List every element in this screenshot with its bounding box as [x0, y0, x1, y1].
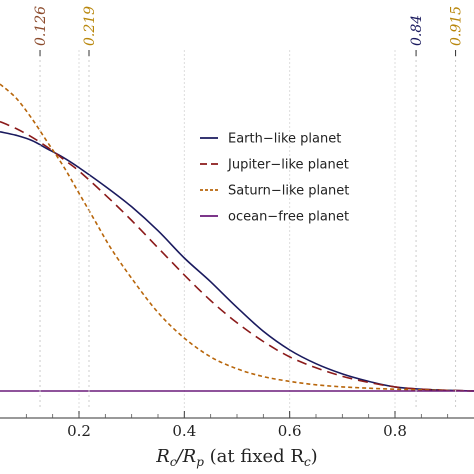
x-axis-label-r1: R — [155, 446, 170, 467]
legend-label-1: Jupiter−like planet — [227, 158, 349, 173]
top-marker-label: 0.84 — [409, 15, 425, 46]
series-layer — [0, 83, 474, 392]
x-tick-label: 0.4 — [172, 422, 196, 440]
series-line-2 — [0, 83, 474, 392]
top-marker-label: 0.126 — [33, 6, 49, 46]
x-tick-label: 0.8 — [383, 422, 407, 440]
x-tick-label: 0.6 — [278, 422, 302, 440]
series-line-1 — [0, 120, 474, 392]
x-tick-label: 0.2 — [67, 422, 91, 440]
top-marker-label: 0.219 — [82, 6, 98, 46]
x-axis-label-slash: /R — [175, 446, 197, 467]
x-axis-label-paren: (at fixed R — [204, 446, 304, 467]
legend: Earth−like planet Jupiter−like planet Satu… — [200, 132, 349, 225]
series-line-0 — [0, 131, 474, 392]
top-marker-label: 0.915 — [449, 6, 465, 46]
x-axis-label-close: ) — [311, 446, 318, 467]
legend-label-3: ocean−free planet — [228, 210, 349, 225]
x-axis-label-sub2: p — [196, 455, 204, 469]
axes: 0.2 0.4 0.6 0.8 — [0, 411, 474, 440]
legend-label-2: Saturn−like planet — [228, 184, 349, 199]
x-axis-label-sub1: c — [170, 455, 177, 469]
x-axis-label: Rc/Rp (at fixed Rc) — [155, 446, 317, 469]
x-axis-label-sub3: c — [304, 455, 311, 469]
legend-label-0: Earth−like planet — [228, 132, 341, 147]
grid — [78, 50, 396, 408]
top-markers: 0.126 0.219 0.84 0.915 — [33, 6, 465, 408]
